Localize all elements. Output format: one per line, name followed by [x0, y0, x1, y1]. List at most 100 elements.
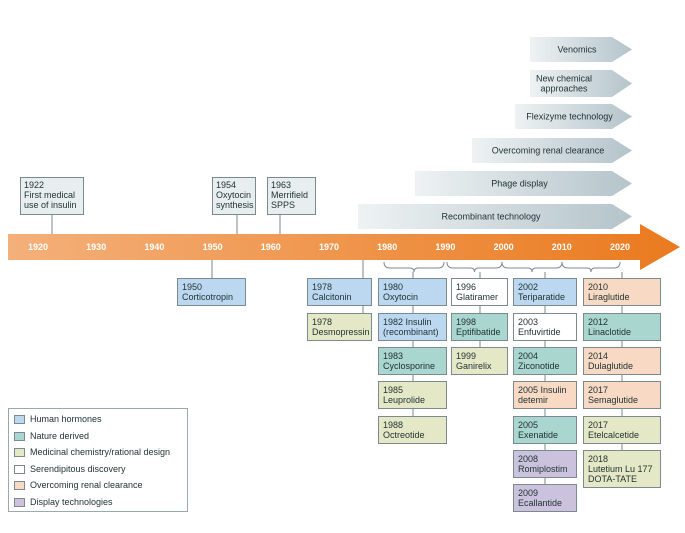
- milestone-text: Romiplostim: [518, 464, 568, 474]
- milestone-text: 1963: [271, 180, 292, 190]
- decade-label: 1970: [319, 242, 339, 252]
- technology-label: Recombinant technology: [441, 212, 541, 222]
- milestone-text: Ecallantide: [518, 498, 563, 508]
- milestone-box: 1999 Ganirelix: [451, 347, 508, 375]
- milestone-box: 2005 Insulin detemir: [513, 381, 577, 409]
- technology-arrow: [515, 104, 632, 129]
- legend-swatch: [14, 481, 25, 490]
- milestone-box: 1954 Oxytocin synthesis: [212, 177, 256, 215]
- technology-label: Venomics: [557, 45, 597, 55]
- decade-brace: [446, 261, 503, 273]
- milestone-text: Leuprolide: [383, 395, 426, 405]
- milestone-text: First medical: [24, 190, 76, 200]
- technology-label: New chemical approaches: [536, 74, 592, 94]
- milestone-text: Oxytocin: [216, 190, 252, 200]
- legend-swatch: [14, 464, 25, 474]
- milestone-text: Etelcalcetide: [588, 430, 640, 440]
- technology-label: Flexizyme technology: [526, 112, 613, 122]
- milestone-text: Linaclotide: [588, 327, 632, 337]
- milestone-text: 2010: [588, 282, 609, 292]
- milestone-text: 1954: [216, 180, 237, 190]
- legend-label: Overcoming renal clearance: [30, 480, 143, 490]
- milestone-box: 1978 Calcitonin: [307, 278, 372, 306]
- legend-label: Serendipitous discovery: [30, 463, 126, 474]
- milestone-text: 1950: [182, 282, 203, 292]
- milestone-box: 1978 Desmopressin: [307, 313, 372, 341]
- milestone-box: 1963 Merrifield SPPS: [267, 177, 316, 215]
- milestone-box: 1996 Glatiramer: [451, 278, 508, 306]
- technology-arrow: [530, 70, 632, 97]
- technology-label: Overcoming renal clearance: [492, 146, 605, 156]
- legend-swatch: [14, 431, 25, 441]
- milestone-text: (recombinant): [383, 327, 439, 337]
- decade-label: 1940: [144, 242, 164, 252]
- milestone-box: 1985 Leuprolide: [378, 381, 447, 409]
- milestone-box: 2009 Ecallantide: [513, 484, 577, 512]
- milestone-text: 2009: [518, 488, 539, 498]
- milestone-text: 2002: [518, 282, 539, 292]
- milestone-text: 2005: [518, 420, 539, 430]
- decade-brace: [561, 261, 621, 273]
- milestone-text: Ziconotide: [518, 361, 560, 371]
- milestone-text: Exenatide: [518, 430, 559, 440]
- technology-arrow: [530, 37, 632, 62]
- milestone-text: Semaglutide: [588, 395, 639, 405]
- milestone-box: 2017 Etelcalcetide: [583, 416, 661, 444]
- milestone-text: Lutetium Lu 177: [588, 464, 653, 474]
- legend-swatch: [14, 415, 25, 424]
- milestone-box: 1983 Cyclosporine: [378, 347, 447, 375]
- milestone-text: Glatiramer: [456, 292, 499, 302]
- milestone-text: 2005 Insulin: [518, 385, 567, 395]
- milestone-text: 1985: [383, 385, 404, 395]
- milestone-box: 2002 Teriparatide: [513, 278, 577, 306]
- milestone-text: SPPS: [271, 200, 296, 210]
- milestone-box: 2012 Linaclotide: [583, 313, 661, 341]
- milestone-box: 2008 Romiplostim: [513, 450, 577, 478]
- milestone-box: 2010 Liraglutide: [583, 278, 661, 306]
- milestone-box: 1950 Corticotropin: [177, 278, 246, 306]
- timeline-arrow: [8, 224, 680, 270]
- milestone-box: 1922 First medical use of insulin: [20, 177, 84, 215]
- decade-brace: [501, 261, 563, 273]
- milestone-text: Oxytocin: [383, 292, 419, 302]
- legend-swatch: [14, 448, 25, 457]
- milestone-box: 2018 Lutetium Lu 177 DOTA-TATE: [583, 450, 661, 488]
- decade-label: 1960: [261, 242, 281, 252]
- decade-label: 1920: [28, 242, 48, 252]
- technology-label: Phage display: [491, 179, 548, 189]
- milestone-text: Teriparatide: [518, 292, 566, 302]
- legend-label: Medicinal chemistry/rational design: [30, 447, 171, 457]
- milestone-text: Cyclosporine: [383, 361, 436, 371]
- milestone-text: 1983: [383, 351, 404, 361]
- milestone-text: 1978: [312, 317, 333, 327]
- milestone-box: 2017 Semaglutide: [583, 381, 661, 409]
- milestone-text: use of insulin: [24, 200, 77, 210]
- milestone-text: 2004: [518, 351, 539, 361]
- milestone-box: 1980 Oxytocin: [378, 278, 447, 306]
- milestone-text: synthesis: [216, 200, 254, 210]
- milestone-text: 2012: [588, 317, 609, 327]
- milestone-text: 1982 Insulin: [383, 317, 432, 327]
- legend: Human hormones Nature derived Medicinal ch…: [8, 408, 188, 512]
- milestone-text: 1996: [456, 282, 477, 292]
- decade-label: 1950: [203, 242, 223, 252]
- milestone-text: Liraglutide: [588, 292, 630, 302]
- legend-label: Display technologies: [30, 496, 113, 507]
- legend-swatch: [14, 497, 25, 507]
- milestone-text: detemir: [518, 395, 549, 405]
- milestone-box: 1988 Octreotide: [378, 416, 447, 444]
- milestone-text: Corticotropin: [182, 292, 234, 302]
- milestone-text: 2014: [588, 351, 609, 361]
- milestone-text: 1978: [312, 282, 333, 292]
- milestone-text: Eptifibatide: [456, 327, 501, 337]
- milestone-box: 2003 Enfuvirtide: [513, 313, 577, 341]
- milestone-text: Dulaglutide: [588, 361, 634, 371]
- decade-label: 1980: [377, 242, 397, 252]
- technology-arrow: [472, 138, 632, 163]
- decade-label: 2010: [552, 242, 572, 252]
- milestone-text: 1922: [24, 180, 45, 190]
- decade-brace: [383, 261, 445, 273]
- milestone-text: 2017: [588, 420, 609, 430]
- milestone-box: 2014 Dulaglutide: [583, 347, 661, 375]
